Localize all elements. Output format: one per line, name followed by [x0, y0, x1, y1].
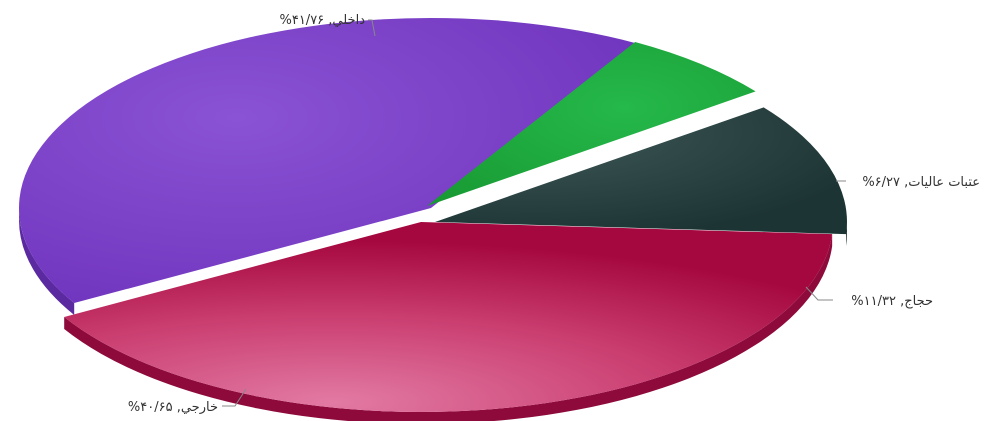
slice-khareji[interactable] — [64, 222, 833, 412]
leader-line-hojjaj — [805, 286, 833, 301]
data-label-hojjaj: %حجاج, ۱۱/۳۲ — [851, 294, 933, 309]
slice-atabat[interactable] — [427, 42, 756, 207]
leader-line-khareji — [222, 388, 247, 407]
data-label-dakheli: %داخلي, ۴۱/۷۶ — [279, 13, 365, 28]
slice-dakheli[interactable] — [19, 18, 640, 304]
slice-hojjaj[interactable] — [435, 107, 847, 235]
leader-line-dakheli — [368, 19, 376, 37]
data-label-atabat: %عتبات عاليات, ۶/۲۷ — [862, 175, 980, 190]
data-label-khareji: %خارجي, ۴۰/۶۵ — [128, 400, 218, 415]
slice-side-0 — [19, 208, 75, 315]
slice-side-2 — [846, 222, 847, 247]
